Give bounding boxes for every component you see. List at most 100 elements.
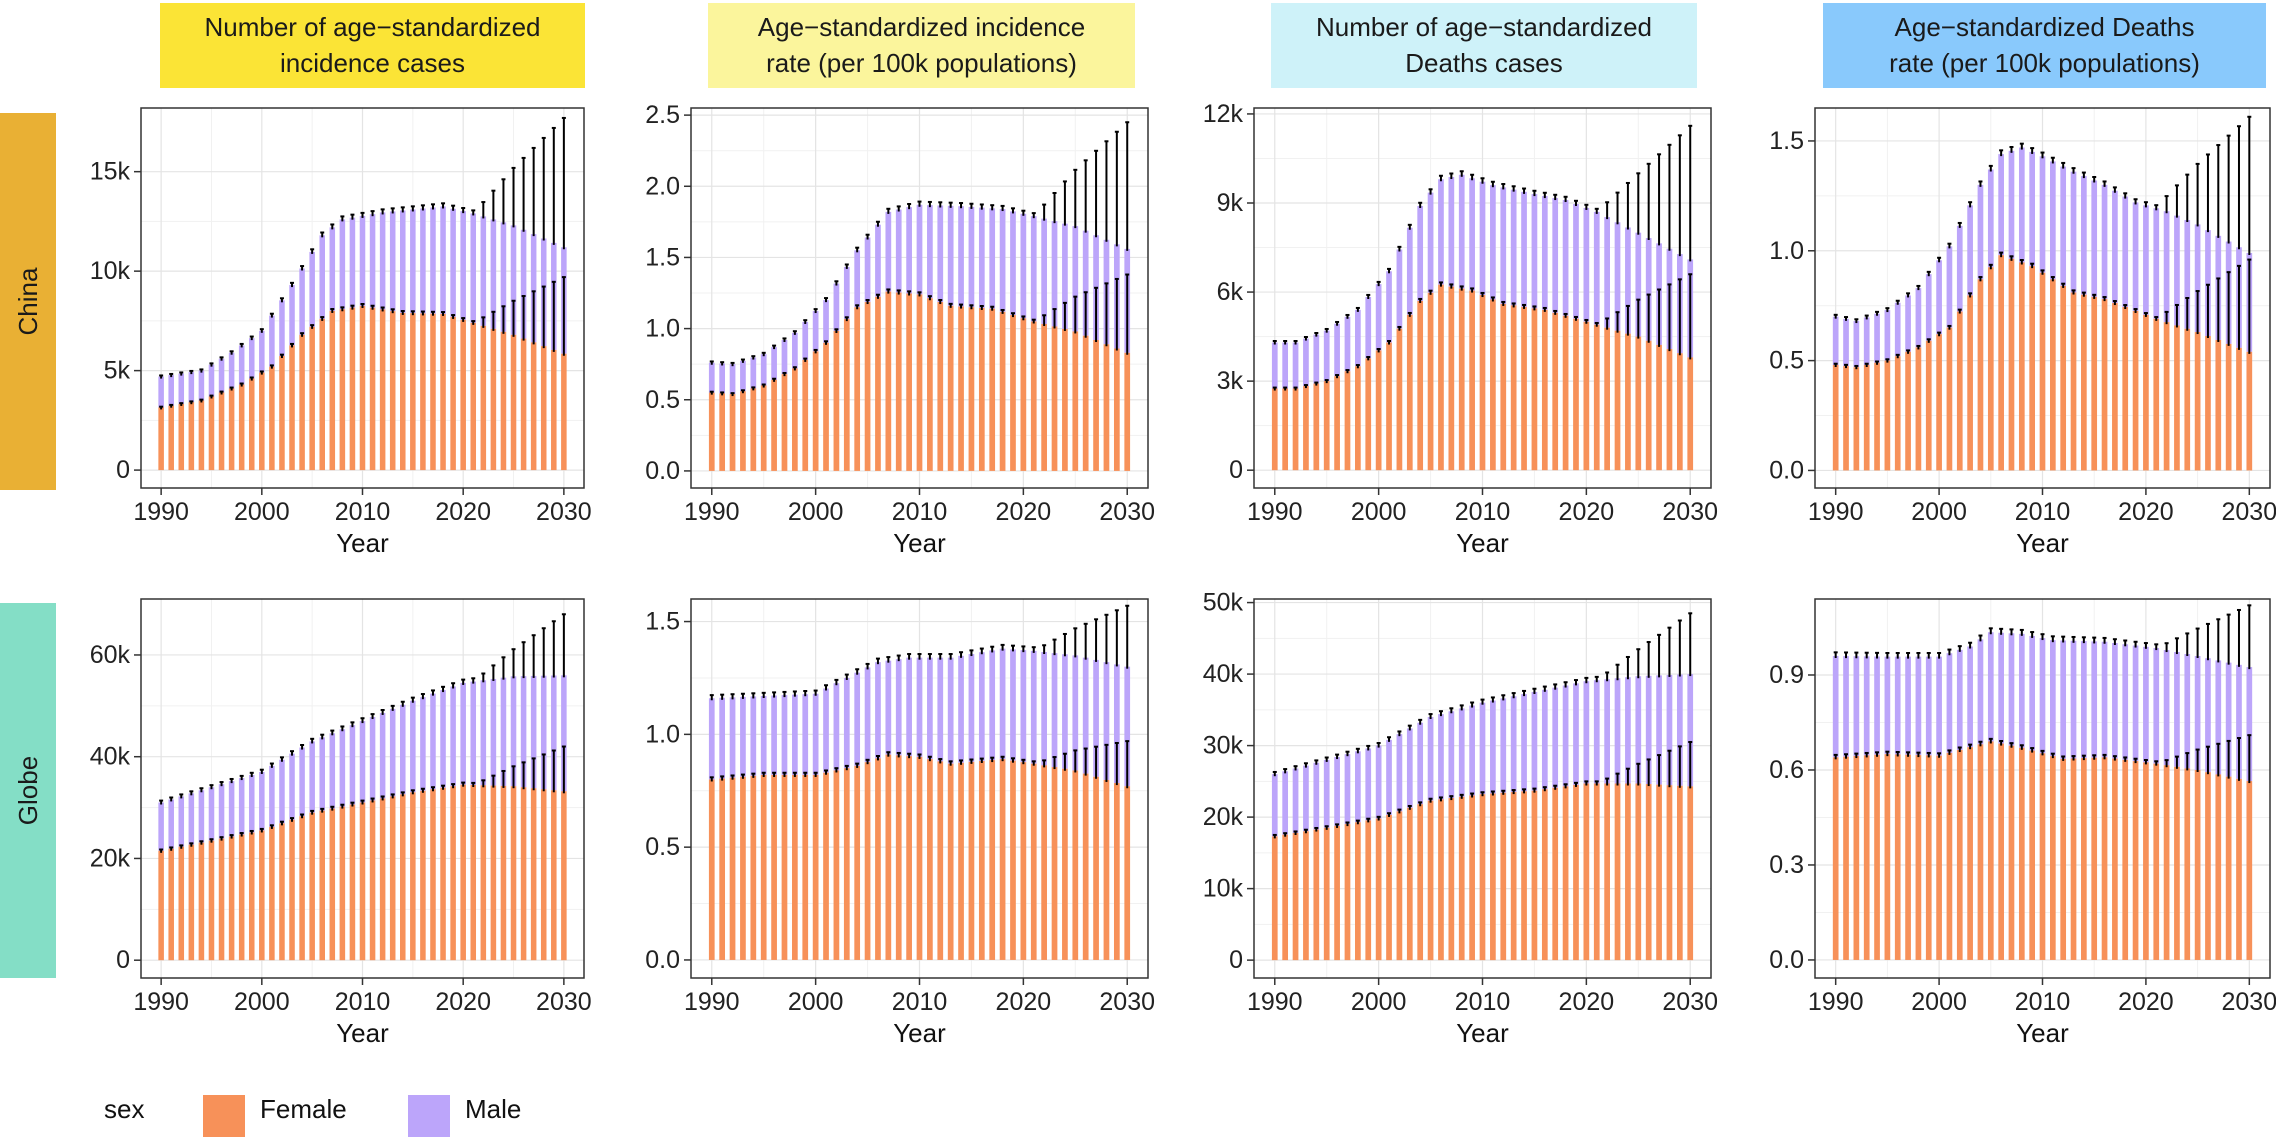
bar-female-2011 — [2049, 279, 2056, 471]
bar-female-2017 — [989, 760, 996, 960]
y-tick-label: 1.0 — [1769, 237, 1804, 265]
bar-male-1994 — [1874, 656, 1880, 755]
bar-male-2006 — [1438, 714, 1444, 800]
bar-male-2018 — [1562, 200, 1569, 316]
bar-male-2016 — [420, 697, 426, 791]
y-tick-label: 6k — [1217, 278, 1244, 306]
bar-male-1997 — [1344, 754, 1351, 825]
bar-male-2009 — [1469, 178, 1475, 291]
x-tick-label: 1990 — [133, 498, 189, 526]
bar-female-1993 — [188, 844, 195, 961]
bar-male-2004 — [854, 250, 861, 308]
bar-male-2011 — [2049, 640, 2056, 757]
bar-female-2006 — [875, 296, 881, 471]
y-tick-label: 40k — [1203, 660, 1244, 688]
bar-female-2000 — [812, 351, 819, 471]
bar-female-2006 — [1998, 743, 2004, 960]
bar-female-2030 — [561, 353, 567, 471]
bar-male-2006 — [319, 737, 325, 811]
bar-female-2021 — [1030, 763, 1037, 960]
bar-male-2018 — [440, 690, 446, 788]
bar-male-2018 — [1562, 685, 1569, 787]
bar-male-1998 — [238, 345, 245, 385]
bar-female-1998 — [1355, 822, 1361, 961]
bar-female-2019 — [1573, 318, 1579, 471]
bar-female-2025 — [1635, 783, 1642, 961]
y-tick-label: 0 — [116, 946, 130, 974]
bar-male-2007 — [1448, 711, 1455, 799]
bar-male-2017 — [430, 693, 436, 790]
bar-female-2004 — [1977, 279, 1984, 471]
bar-male-2027 — [1656, 675, 1662, 785]
bar-female-2026 — [2205, 336, 2211, 471]
bar-female-2024 — [2184, 328, 2191, 471]
bar-female-2021 — [1030, 321, 1037, 471]
bar-male-2007 — [2008, 150, 2015, 259]
bar-male-2015 — [2091, 180, 2098, 297]
y-tick-label: 40k — [90, 743, 131, 771]
bar-male-2015 — [968, 206, 975, 308]
bar-male-2024 — [500, 677, 507, 786]
bar-female-2029 — [1113, 348, 1120, 471]
bar-female-2008 — [895, 755, 902, 960]
bar-female-2014 — [958, 306, 964, 471]
bar-male-2019 — [450, 208, 456, 317]
bar-male-2016 — [2101, 184, 2108, 300]
bar-male-1991 — [168, 799, 174, 849]
bar-female-1997 — [781, 374, 788, 471]
bar-female-1999 — [1925, 340, 1932, 471]
bar-female-1990 — [1271, 836, 1278, 961]
bar-male-2014 — [2081, 176, 2087, 295]
bar-female-2007 — [885, 754, 892, 960]
bar-female-2009 — [349, 307, 356, 471]
bar-male-2003 — [1406, 227, 1413, 315]
bar-male-1991 — [1282, 771, 1289, 835]
bar-male-2016 — [1541, 196, 1548, 310]
bar-female-1995 — [1884, 754, 1891, 960]
bar-male-1992 — [1292, 768, 1299, 833]
bar-female-1998 — [238, 834, 245, 961]
bar-male-1999 — [1925, 274, 1932, 341]
bar-male-1991 — [1282, 342, 1289, 389]
x-axis-title: Year — [1456, 528, 1509, 558]
bar-male-2026 — [2205, 658, 2211, 773]
bar-male-2018 — [999, 648, 1006, 760]
bar-male-2024 — [2184, 220, 2191, 329]
bar-female-2016 — [1541, 789, 1548, 961]
bar-male-1993 — [1863, 317, 1870, 365]
bar-male-2022 — [2163, 211, 2170, 323]
bar-male-2020 — [1583, 207, 1590, 322]
x-tick-label: 2020 — [1559, 988, 1615, 1016]
bar-female-1992 — [1292, 388, 1299, 471]
y-tick-label: 0 — [116, 456, 130, 484]
bar-female-2014 — [400, 312, 406, 471]
bar-female-2019 — [2132, 310, 2139, 471]
bar-male-2000 — [812, 693, 819, 775]
bar-male-1999 — [802, 694, 809, 775]
bar-male-2018 — [999, 209, 1006, 312]
bar-female-2004 — [854, 765, 861, 960]
bar-female-1998 — [1355, 366, 1361, 471]
y-tick-label: 10k — [90, 257, 131, 285]
bar-female-2019 — [450, 316, 456, 471]
bar-female-1993 — [1863, 755, 1870, 960]
bar-female-1996 — [1334, 825, 1340, 961]
bar-female-1996 — [1894, 754, 1901, 960]
bar-female-2028 — [540, 346, 547, 471]
bar-male-2011 — [927, 205, 933, 299]
x-axis-title: Year — [2016, 528, 2069, 558]
y-tick-label: 1.0 — [645, 315, 680, 343]
x-tick-label: 2010 — [2015, 988, 2071, 1016]
bar-female-2024 — [1625, 783, 1631, 961]
bar-male-2000 — [1375, 745, 1382, 819]
bar-female-2020 — [2143, 314, 2149, 471]
bar-male-2019 — [450, 686, 456, 787]
bar-female-1994 — [750, 388, 757, 471]
bar-female-1995 — [208, 396, 215, 471]
x-tick-label: 1990 — [1247, 498, 1303, 526]
bar-female-2007 — [2008, 258, 2015, 471]
bar-female-2002 — [1396, 328, 1403, 471]
bar-male-2009 — [2029, 151, 2036, 267]
bar-male-2029 — [2236, 664, 2242, 779]
bar-male-2001 — [1946, 653, 1953, 753]
